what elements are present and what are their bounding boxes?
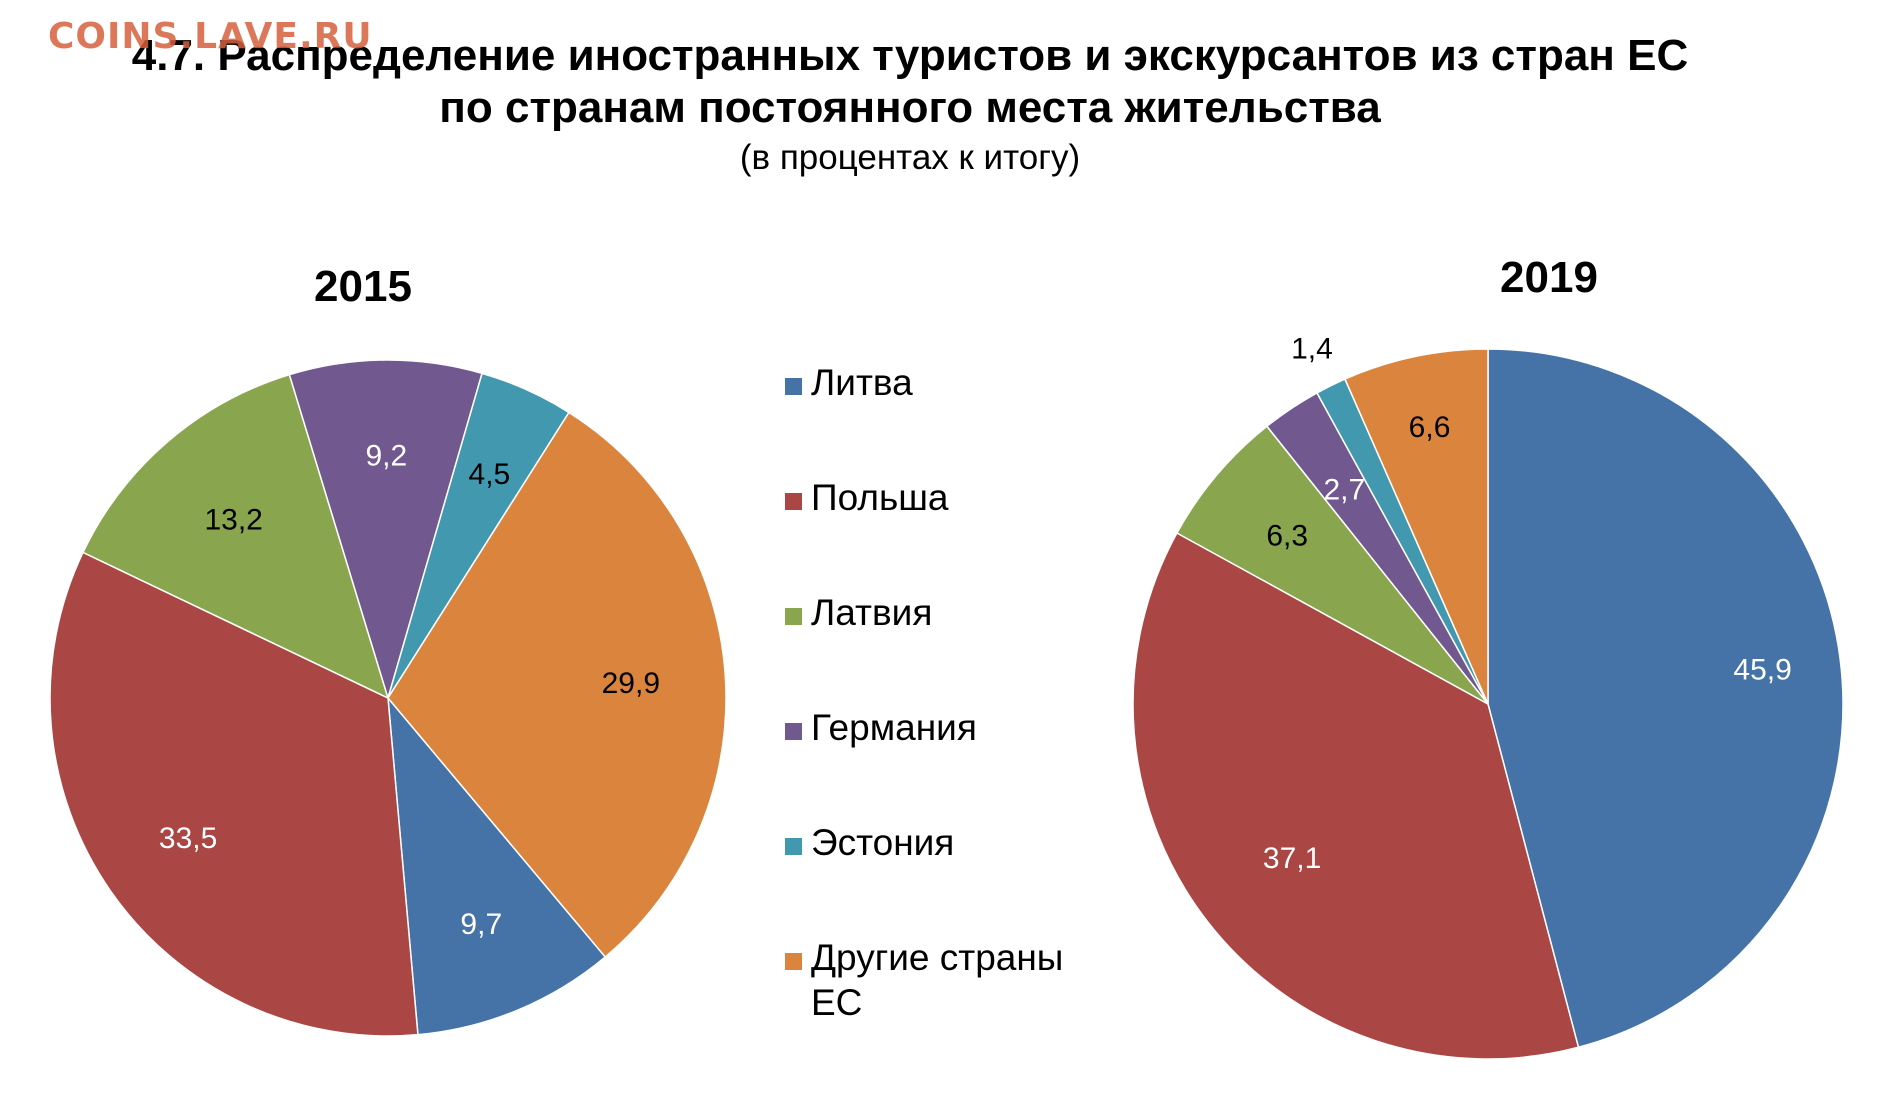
legend-label-poland: Польша [811,477,949,518]
pie-2019-slice-poland [1132,531,1580,1060]
pie-2019-label-estonia: 1,4 [1291,332,1333,365]
legend-label-estonia: Эстония [811,822,955,863]
legend-item-estonia: Эстония [785,820,1125,935]
pie-2019-slice-lithuania [1487,348,1844,1049]
pie-2015-label-lithuania: 9,7 [460,908,502,941]
pie-2015-slice-lithuania [387,695,607,1036]
legend-label-latvia: Латвия [811,592,933,633]
legend-label-lithuania: Литва [811,362,913,403]
pie-2015-slice-germany [288,359,484,701]
legend-swatch-other-eu [785,953,802,970]
pie-2019-slice-latvia [1175,425,1489,705]
pie-2015-slice-other-eu [387,411,727,958]
chart-subtitle: (в процентах к итогу) [739,138,1081,177]
legend-swatch-lithuania [785,378,802,395]
legend-swatch-latvia [785,608,802,625]
legend-item-other-eu: Другие страны ЕС [785,935,1125,1050]
chart-title-line-1: 4.7. Распределение иностранных туристов … [131,31,1689,80]
pie-2015: 9,7 33,5 13,2 9,2 4,5 29,9 [49,359,727,1037]
pie-2019-label-germany: 2,7 [1324,473,1366,506]
pie-2015-label-latvia: 13,2 [204,504,262,537]
pie-2015-label-poland: 33,5 [159,822,217,855]
pie-2019-label-other-eu: 6,6 [1409,411,1451,444]
pie-2019: 45,9 37,1 6,3 2,7 1,4 6,6 [1132,332,1844,1060]
chart-title-line-2: по странам постоянного места жительства [439,83,1381,132]
legend-item-germany: Германия [785,705,1125,820]
watermark: COINS.LAVE.RU [48,16,373,57]
legend: Литва Польша Латвия Германия Эстония Дру… [785,360,1125,1050]
pie-2019-title: 2019 [1500,253,1598,302]
pie-2019-label-latvia: 6,3 [1266,520,1308,553]
pie-2015-label-germany: 9,2 [365,440,407,473]
pie-2015-title: 2015 [314,262,412,311]
legend-item-poland: Польша [785,475,1125,590]
legend-item-lithuania: Литва [785,360,1125,475]
pie-2019-label-lithuania: 45,9 [1733,653,1791,686]
legend-item-latvia: Латвия [785,590,1125,705]
pie-2015-label-estonia: 4,5 [469,458,511,491]
legend-swatch-germany [785,723,802,740]
legend-label-other-eu: Другие страны ЕС [811,937,1064,1023]
pie-2015-label-other-eu: 29,9 [602,667,660,700]
pie-2019-slice-other-eu [1343,348,1489,705]
pie-2019-label-poland: 37,1 [1263,842,1321,875]
legend-swatch-poland [785,493,802,510]
pie-2015-slice-latvia [81,373,390,700]
pie-2015-slice-poland [49,551,419,1037]
legend-label-germany: Германия [811,707,977,748]
legend-swatch-estonia [785,838,802,855]
